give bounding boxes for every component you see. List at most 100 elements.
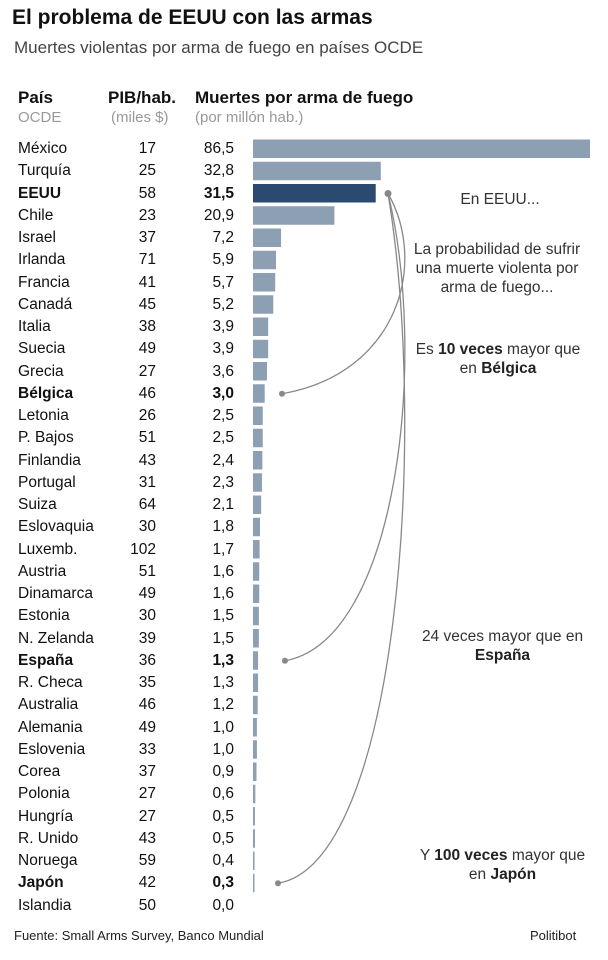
country-label: Grecia [18, 362, 64, 380]
gdp-value: 37 [138, 763, 156, 780]
bar [253, 762, 257, 781]
header-country: País [18, 88, 53, 107]
country-label: Luxemb. [18, 540, 78, 558]
annotation-belgica-country: Bélgica [481, 360, 537, 377]
country-label: R. Checa [18, 674, 83, 691]
gdp-value: 38 [138, 318, 156, 335]
gdp-value: 27 [138, 807, 156, 825]
bar [253, 273, 276, 292]
bar [253, 629, 259, 648]
bar [253, 406, 263, 425]
connector-dot [282, 657, 288, 664]
annotation-japon-country: Japón [490, 866, 537, 883]
gdp-value: 31 [138, 473, 156, 491]
header-country-sub: OCDE [18, 109, 62, 126]
bar [253, 695, 258, 715]
country-label: Dinamarca [18, 585, 93, 602]
gdp-value: 35 [138, 674, 156, 691]
annotation-eeuu: En EEUU... [460, 191, 540, 208]
deaths-value: 1,5 [212, 607, 234, 625]
chart-subtitle: Muertes violentas por arma de fuego en p… [14, 38, 424, 57]
gdp-value: 49 [138, 340, 156, 358]
country-label: EEUU [18, 184, 62, 202]
country-label: Letonia [18, 407, 69, 424]
gdp-value: 45 [138, 295, 156, 313]
country-label: Canadá [18, 295, 73, 313]
deaths-value: 2,5 [212, 407, 234, 424]
deaths-value: 5,9 [212, 251, 234, 269]
deaths-value: 3,6 [212, 362, 234, 380]
bar [253, 718, 257, 737]
country-label: Corea [18, 763, 61, 780]
country-label: Israel [18, 229, 56, 246]
country-label: Estonia [18, 607, 70, 625]
gdp-value: 36 [138, 651, 156, 669]
country-label: Francia [18, 273, 70, 291]
deaths-value: 2,4 [212, 451, 234, 469]
deaths-value: 1,0 [212, 740, 234, 758]
annotation-espana-country: España [474, 647, 531, 664]
country-label: Eslovaquia [18, 518, 94, 536]
gdp-value: 42 [138, 874, 156, 892]
country-label: Hungría [18, 807, 74, 825]
gdp-value: 49 [138, 718, 156, 736]
header-gdp: PIB/hab. [108, 88, 177, 107]
country-label: R. Unido [18, 829, 79, 847]
deaths-value: 1,3 [212, 674, 234, 691]
gdp-value: 58 [138, 184, 156, 202]
country-label: Noruega [18, 852, 78, 869]
deaths-value: 0,9 [212, 763, 234, 780]
gdp-value: 33 [138, 740, 156, 758]
connector-origin-dot [384, 190, 392, 197]
bar [253, 384, 265, 403]
connector-line [277, 193, 406, 884]
gdp-value: 59 [138, 852, 156, 869]
annotation-japon-mid: mayor que en [468, 847, 586, 883]
country-label: Turquía [18, 162, 71, 180]
bar [253, 139, 590, 158]
deaths-value: 1,8 [212, 518, 234, 536]
country-label: Suiza [18, 496, 57, 513]
country-label: Australia [18, 696, 79, 714]
gdp-value: 43 [138, 451, 156, 469]
country-label: Eslovenia [18, 740, 86, 758]
annotation-espana: 24 veces mayor que en España [410, 627, 595, 665]
gdp-value: 27 [138, 785, 156, 803]
country-label: México [18, 140, 68, 157]
country-label: Islandia [18, 896, 72, 914]
deaths-value: 2,3 [212, 473, 234, 491]
country-label: N. Zelanda [18, 629, 94, 647]
gdp-value: 71 [138, 251, 156, 269]
gdp-value: 46 [138, 384, 156, 402]
deaths-value: 1,5 [212, 629, 234, 647]
annotation-japon-pre: Y [419, 847, 435, 864]
country-label: Italia [18, 318, 51, 335]
deaths-value: 1,6 [212, 562, 234, 580]
country-label: Chile [18, 206, 54, 224]
gdp-value: 49 [138, 585, 156, 602]
annotation-japon: Y 100 veces mayor que en Japón [410, 846, 595, 884]
bar [253, 362, 268, 381]
bar [253, 228, 282, 247]
annotation-probability: La probabilidad de sufrir una muerte vio… [413, 241, 581, 296]
annotation-belgica: Es 10 veces mayor que en Bélgica [408, 340, 588, 378]
gdp-value: 41 [138, 273, 156, 291]
deaths-value: 5,2 [212, 295, 234, 313]
bar [253, 873, 255, 893]
bar [253, 184, 376, 203]
annotation-espana-pre: 24 veces mayor que en [421, 628, 584, 645]
deaths-value: 1,2 [212, 696, 234, 714]
bar [253, 673, 259, 692]
country-label: Japón [18, 874, 64, 892]
deaths-value: 0,3 [212, 874, 234, 892]
gdp-value: 23 [138, 206, 156, 224]
bar [253, 784, 256, 804]
annotation-belgica-mid: mayor que en [459, 341, 581, 377]
gdp-value: 51 [138, 562, 156, 580]
country-label: Portugal [18, 473, 76, 491]
connector-dot [275, 880, 281, 887]
chart-title: El problema de EEUU con las armas [12, 6, 373, 29]
gdp-value: 46 [138, 696, 156, 714]
deaths-value: 0,5 [212, 807, 234, 825]
